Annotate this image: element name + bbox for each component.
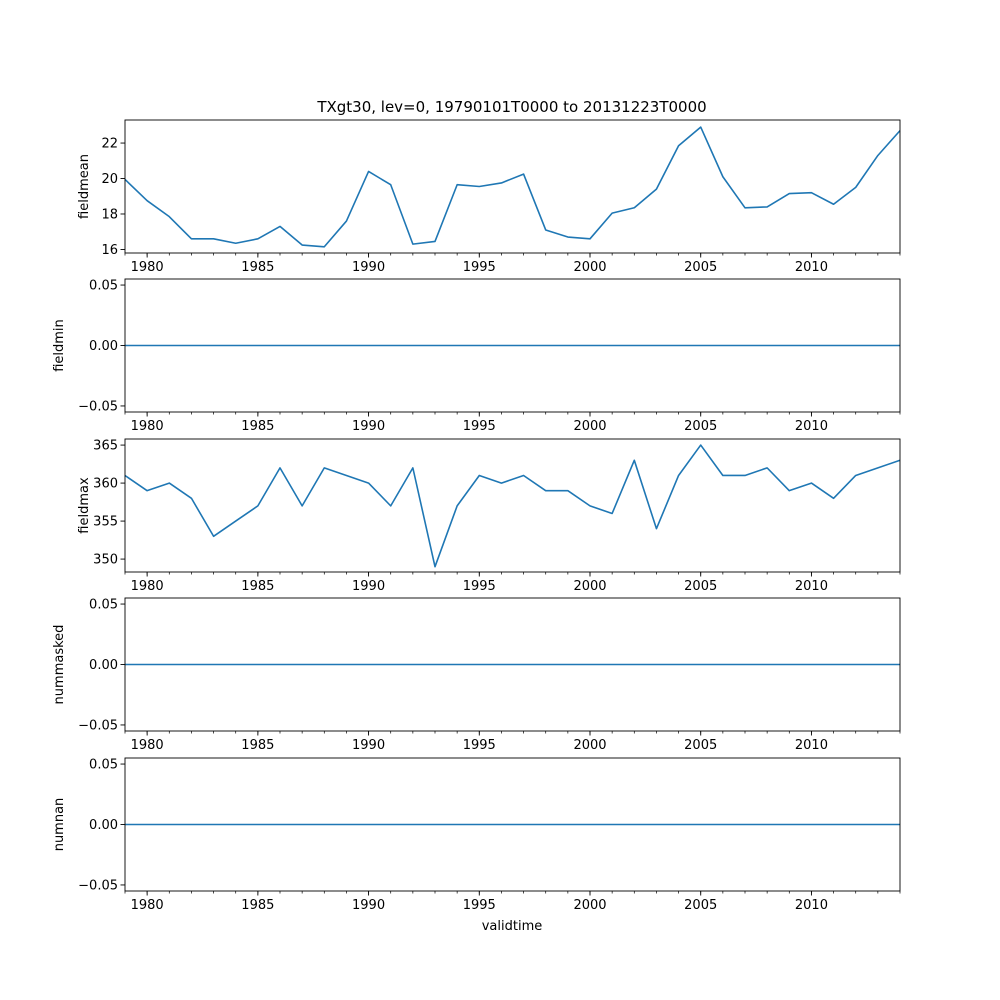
x-tick-label: 1995	[463, 738, 496, 753]
x-tick-label: 1985	[241, 260, 274, 275]
x-tick-label: 2000	[573, 898, 606, 913]
x-tick-label: 2010	[795, 260, 828, 275]
x-tick-label: 2000	[573, 419, 606, 434]
x-tick-label: 2010	[795, 419, 828, 434]
x-tick-label: 1985	[241, 579, 274, 594]
y-tick-label: 16	[101, 243, 118, 258]
y-tick-label: 22	[101, 137, 118, 152]
x-tick-label: 1980	[131, 898, 164, 913]
x-tick-label: 2000	[573, 579, 606, 594]
y-tick-label: 0.05	[89, 758, 118, 773]
x-tick-label: 2010	[795, 738, 828, 753]
x-tick-label: 1995	[463, 579, 496, 594]
x-tick-label: 2005	[684, 579, 717, 594]
x-tick-label: 2010	[795, 898, 828, 913]
x-tick-label: 1995	[463, 898, 496, 913]
x-tick-label: 1985	[241, 898, 274, 913]
y-axis-label-fieldmean: fieldmean	[77, 154, 92, 219]
y-tick-label: 350	[93, 553, 118, 568]
y-tick-label: −0.05	[78, 878, 118, 893]
x-tick-label: 1980	[131, 579, 164, 594]
series-line-fieldmax	[124, 444, 901, 568]
x-tick-label: 1995	[463, 419, 496, 434]
y-tick-label: 0.00	[89, 818, 118, 833]
x-tick-label: 2000	[573, 738, 606, 753]
x-tick-label: 1980	[131, 260, 164, 275]
panel-numnan: 1980 1985 1990 1995 2000 2005 2010 −0.05 0.00 0.0…	[52, 758, 901, 913]
y-axis-label-numnan: numnan	[52, 798, 67, 852]
panel-fieldmean: 1980 1985 1990 1995 2000 2005 2010 16 18 20 22 fiel…	[77, 119, 901, 275]
x-tick-label: 2010	[795, 579, 828, 594]
y-tick-label: 355	[93, 515, 118, 530]
x-tick-label: 1990	[352, 738, 385, 753]
x-tick-label: 2005	[684, 898, 717, 913]
y-tick-label: −0.05	[78, 399, 118, 414]
y-tick-label: 0.00	[89, 339, 118, 354]
x-tick-label: 1995	[463, 260, 496, 275]
x-tick-label: 1980	[131, 738, 164, 753]
y-tick-label: 365	[93, 439, 118, 454]
x-axis-label: validtime	[482, 919, 543, 934]
x-tick-label: 1985	[241, 738, 274, 753]
x-tick-label: 2005	[684, 419, 717, 434]
y-axis-label-nummasked: nummasked	[52, 625, 67, 705]
x-tick-label: 1990	[352, 419, 385, 434]
figure-title: TXgt30, lev=0, 19790101T0000 to 20131223…	[316, 98, 706, 116]
y-tick-label: 0.00	[89, 658, 118, 673]
y-axis-label-fieldmin: fieldmin	[52, 319, 67, 372]
x-tick-label: 1985	[241, 419, 274, 434]
panels: 1980 1985 1990 1995 2000 2005 2010 16 18 20 22 fiel…	[52, 119, 901, 913]
y-tick-label: −0.05	[78, 718, 118, 733]
x-tick-label: 2005	[684, 260, 717, 275]
y-tick-label: 18	[101, 207, 118, 222]
panel-fieldmin: 1980 1985 1990 1995 2000 2005 2010 −0.05 0.00 0.0…	[52, 279, 901, 434]
x-tick-label: 2000	[573, 260, 606, 275]
x-tick-label: 1990	[352, 579, 385, 594]
y-tick-label: 0.05	[89, 279, 118, 294]
y-tick-label: 20	[101, 172, 118, 187]
axes-frame-fieldmean	[124, 119, 901, 254]
x-tick-label: 1990	[352, 260, 385, 275]
axes-frame-fieldmax	[124, 438, 901, 573]
x-tick-label: 1980	[131, 419, 164, 434]
y-tick-label: 0.05	[89, 598, 118, 613]
x-tick-label: 2005	[684, 738, 717, 753]
panel-nummasked: 1980 1985 1990 1995 2000 2005 2010 −0.05 0.00 0.0…	[52, 598, 901, 753]
y-axis-label-fieldmax: fieldmax	[77, 477, 92, 534]
y-tick-label: 360	[93, 477, 118, 492]
x-tick-label: 1990	[352, 898, 385, 913]
panel-fieldmax: 1980 1985 1990 1995 2000 2005 2010 350 355 360 365…	[77, 438, 901, 594]
series-line-fieldmean	[124, 126, 901, 248]
